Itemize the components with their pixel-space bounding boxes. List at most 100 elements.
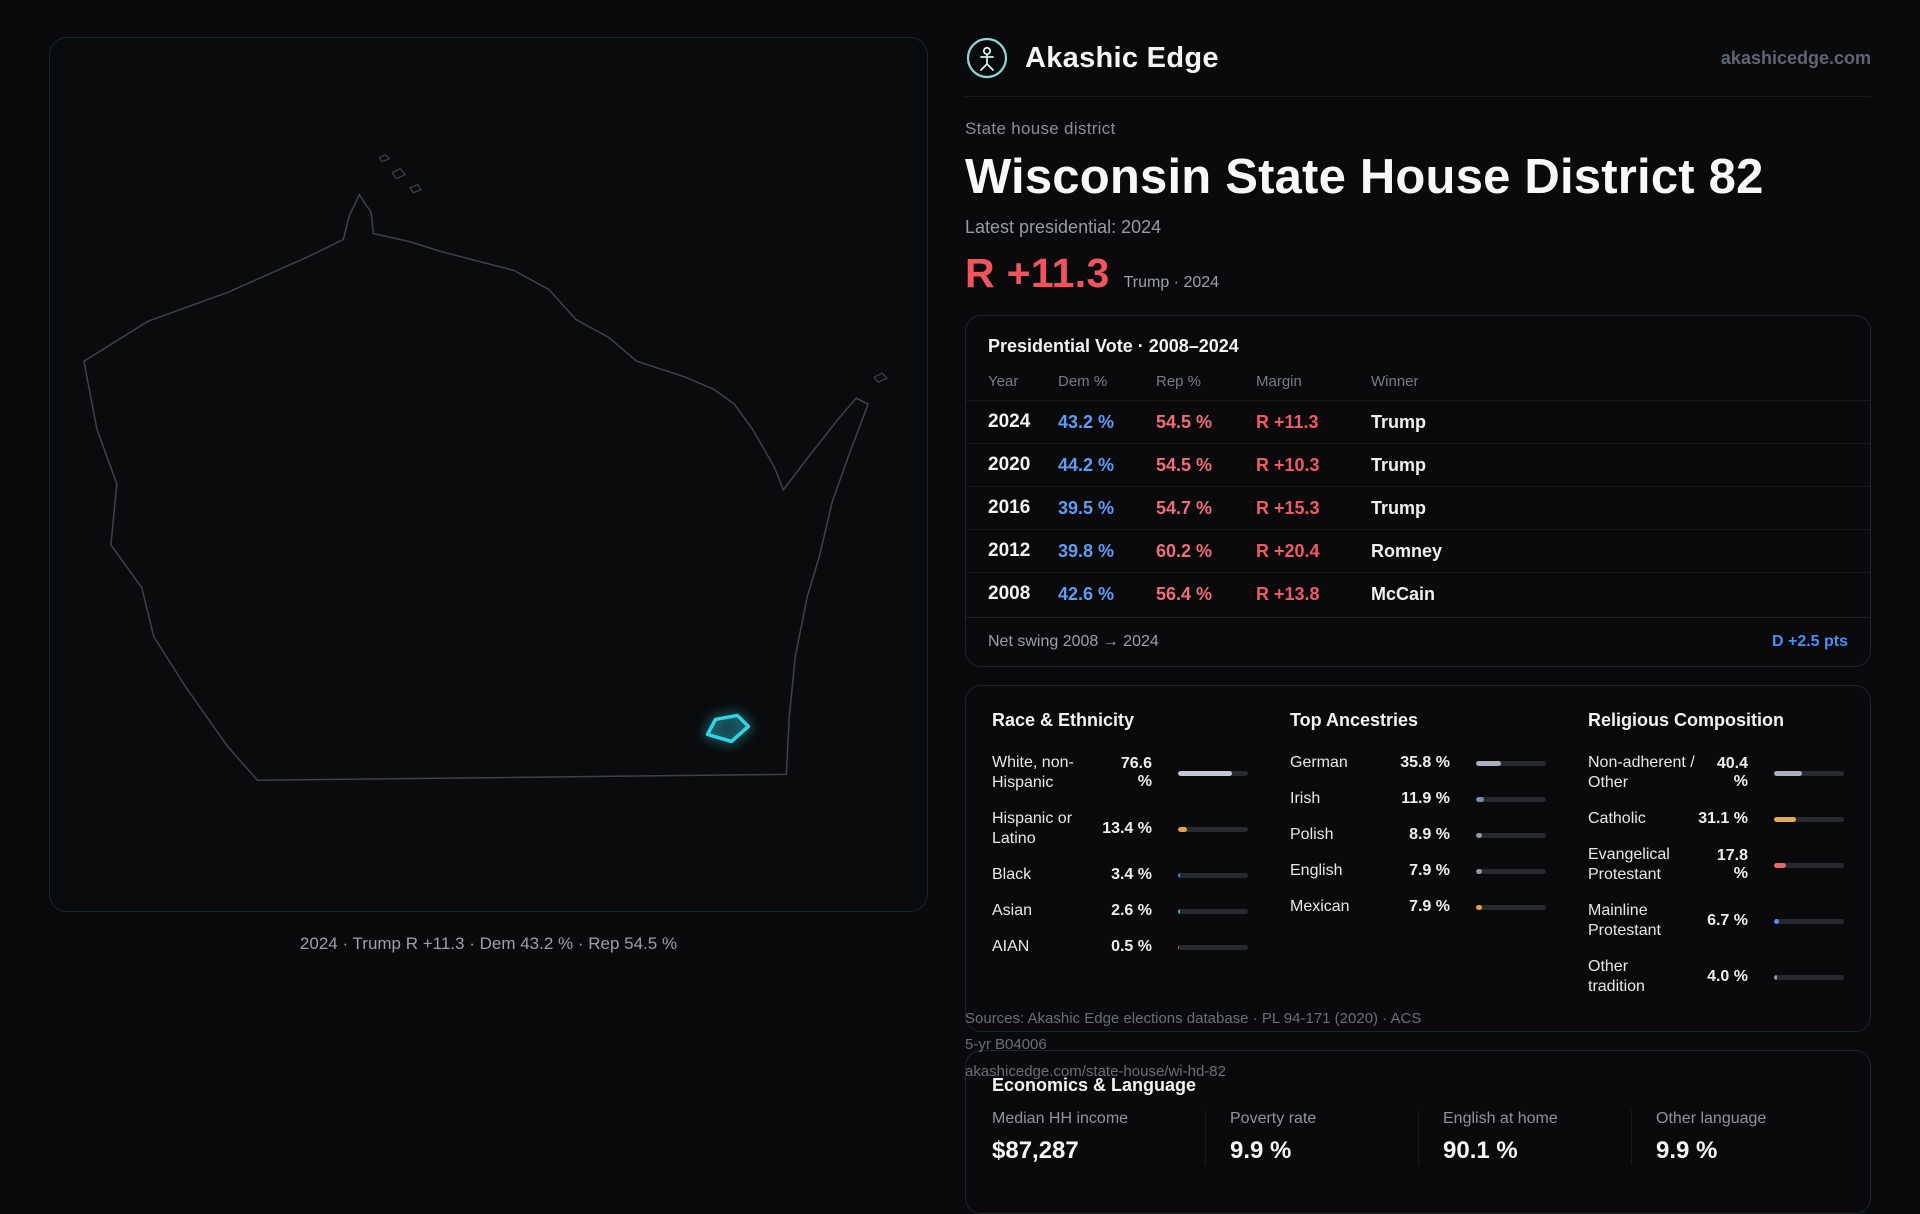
stat-label: Poverty rate	[1230, 1110, 1418, 1128]
year-cell: 2024	[988, 411, 1058, 433]
demo-value: 0.5 %	[1088, 938, 1152, 956]
net-swing-row: Net swing 2008 → 2024 D +2.5 pts	[966, 617, 1870, 666]
detail-column: Akashic Edge akashicedge.com State house…	[965, 30, 1871, 1214]
demo-row: Hispanic or Latino 13.4 %	[992, 801, 1248, 857]
demo-value: 7.9 %	[1386, 862, 1450, 880]
stat-poverty-rate: Poverty rate 9.9 %	[1205, 1110, 1418, 1165]
winner-cell: Trump	[1371, 455, 1848, 476]
dem-cell: 44.2 %	[1058, 455, 1156, 476]
demo-bar-track	[1178, 909, 1248, 914]
demo-value: 17.8 %	[1704, 847, 1748, 883]
demo-row: White, non-Hispanic 76.6 %	[992, 745, 1248, 801]
winner-cell: Trump	[1371, 412, 1848, 433]
demo-label: Catholic	[1588, 809, 1676, 829]
demo-label: Hispanic or Latino	[992, 809, 1093, 849]
demo-bar-track	[1774, 863, 1844, 868]
economics-panel: Economics & Language Median HH income $8…	[965, 1050, 1871, 1214]
col-winner: Winner	[1371, 373, 1848, 390]
demo-bar-fill	[1774, 863, 1786, 868]
brand-name: Akashic Edge	[1025, 42, 1219, 75]
race-ethnicity-title: Race & Ethnicity	[992, 710, 1248, 731]
stat-label: English at home	[1443, 1110, 1631, 1128]
table-row: 2012 39.8 % 60.2 % R +20.4 Romney	[966, 530, 1870, 573]
demo-label: Mainline Protestant	[1588, 901, 1692, 941]
demo-row: Non-adherent / Other 40.4 %	[1588, 745, 1844, 801]
demo-value: 6.7 %	[1700, 912, 1748, 930]
economics-title: Economics & Language	[992, 1075, 1844, 1096]
demo-bar-fill	[1178, 827, 1187, 832]
margin-cell: R +13.8	[1256, 584, 1371, 605]
demo-label: Non-adherent / Other	[1588, 753, 1695, 793]
demo-bar-track	[1774, 975, 1844, 980]
demo-label: White, non-Hispanic	[992, 753, 1097, 793]
rep-cell: 54.5 %	[1156, 455, 1256, 476]
demo-value: 7.9 %	[1386, 898, 1450, 916]
demo-label: Mexican	[1290, 897, 1378, 917]
demo-value: 35.8 %	[1386, 754, 1450, 772]
rep-cell: 54.7 %	[1156, 498, 1256, 519]
col-dem: Dem %	[1058, 373, 1156, 390]
demo-value: 8.9 %	[1386, 826, 1450, 844]
demo-bar-track	[1476, 869, 1546, 874]
demo-bar-fill	[1476, 869, 1482, 874]
economics-grid: Median HH income $87,287 Poverty rate 9.…	[992, 1110, 1844, 1165]
demo-value: 11.9 %	[1386, 790, 1450, 808]
demo-bar-track	[1476, 797, 1546, 802]
demo-bar-fill	[1774, 975, 1777, 980]
margin-cell: R +10.3	[1256, 455, 1371, 476]
demo-bar-track	[1178, 827, 1248, 832]
col-margin: Margin	[1256, 373, 1371, 390]
demo-label: Black	[992, 865, 1080, 885]
ancestries-title: Top Ancestries	[1290, 710, 1546, 731]
stat-other-language: Other language 9.9 %	[1631, 1110, 1844, 1165]
winner-cell: Trump	[1371, 498, 1848, 519]
margin-cell: R +15.3	[1256, 498, 1371, 519]
year-cell: 2012	[988, 540, 1058, 562]
demo-bar-track	[1476, 833, 1546, 838]
stat-median-income: Median HH income $87,287	[992, 1110, 1205, 1165]
margin-cell: R +11.3	[1256, 412, 1371, 433]
district-82-shape[interactable]	[707, 715, 748, 741]
table-row: 2020 44.2 % 54.5 % R +10.3 Trump	[966, 444, 1870, 487]
presidential-vote-panel: Presidential Vote · 2008–2024 Year Dem %…	[965, 315, 1871, 667]
demo-label: Evangelical Protestant	[1588, 845, 1696, 885]
demographics-panel: Race & Ethnicity White, non-Hispanic 76.…	[965, 685, 1871, 1032]
apostle-islands	[379, 155, 887, 382]
religion-title: Religious Composition	[1588, 710, 1844, 731]
col-year: Year	[988, 373, 1058, 390]
race-ethnicity-group: Race & Ethnicity White, non-Hispanic 76.…	[992, 710, 1248, 1005]
domain-link[interactable]: akashicedge.com	[1721, 48, 1871, 69]
demo-bar-fill	[1178, 909, 1180, 914]
demo-row: AIAN 0.5 %	[992, 929, 1248, 965]
demo-bar-fill	[1476, 797, 1484, 802]
demo-row: Mexican 7.9 %	[1290, 889, 1546, 925]
table-row: 2024 43.2 % 54.5 % R +11.3 Trump	[966, 401, 1870, 444]
dem-cell: 43.2 %	[1058, 412, 1156, 433]
presidential-vote-title: Presidential Vote · 2008–2024	[966, 316, 1870, 367]
religion-group: Religious Composition Non-adherent / Oth…	[1588, 710, 1844, 1005]
demo-bar-track	[1774, 817, 1844, 822]
page-title: Wisconsin State House District 82	[965, 149, 1871, 205]
demo-bar-fill	[1774, 771, 1802, 776]
demo-value: 76.6 %	[1105, 755, 1152, 791]
demo-bar-fill	[1774, 919, 1779, 924]
stat-label: Other language	[1656, 1110, 1844, 1128]
akashic-edge-logo[interactable]	[965, 36, 1009, 80]
demo-row: Irish 11.9 %	[1290, 781, 1546, 817]
demo-bar-fill	[1476, 833, 1482, 838]
demo-value: 13.4 %	[1101, 820, 1152, 838]
demo-row: Asian 2.6 %	[992, 893, 1248, 929]
year-cell: 2016	[988, 497, 1058, 519]
demo-bar-track	[1178, 771, 1248, 776]
col-rep: Rep %	[1156, 373, 1256, 390]
demo-row: Mainline Protestant 6.7 %	[1588, 893, 1844, 949]
rep-cell: 60.2 %	[1156, 541, 1256, 562]
year-cell: 2020	[988, 454, 1058, 476]
demo-bar-fill	[1774, 817, 1796, 822]
demo-label: Asian	[992, 901, 1080, 921]
stat-label: Median HH income	[992, 1110, 1205, 1128]
demo-label: Other tradition	[1588, 957, 1681, 997]
net-swing-label: Net swing 2008 → 2024	[988, 633, 1159, 651]
demo-bar-track	[1476, 761, 1546, 766]
table-body: 2024 43.2 % 54.5 % R +11.3 Trump 2020 44…	[966, 401, 1870, 615]
